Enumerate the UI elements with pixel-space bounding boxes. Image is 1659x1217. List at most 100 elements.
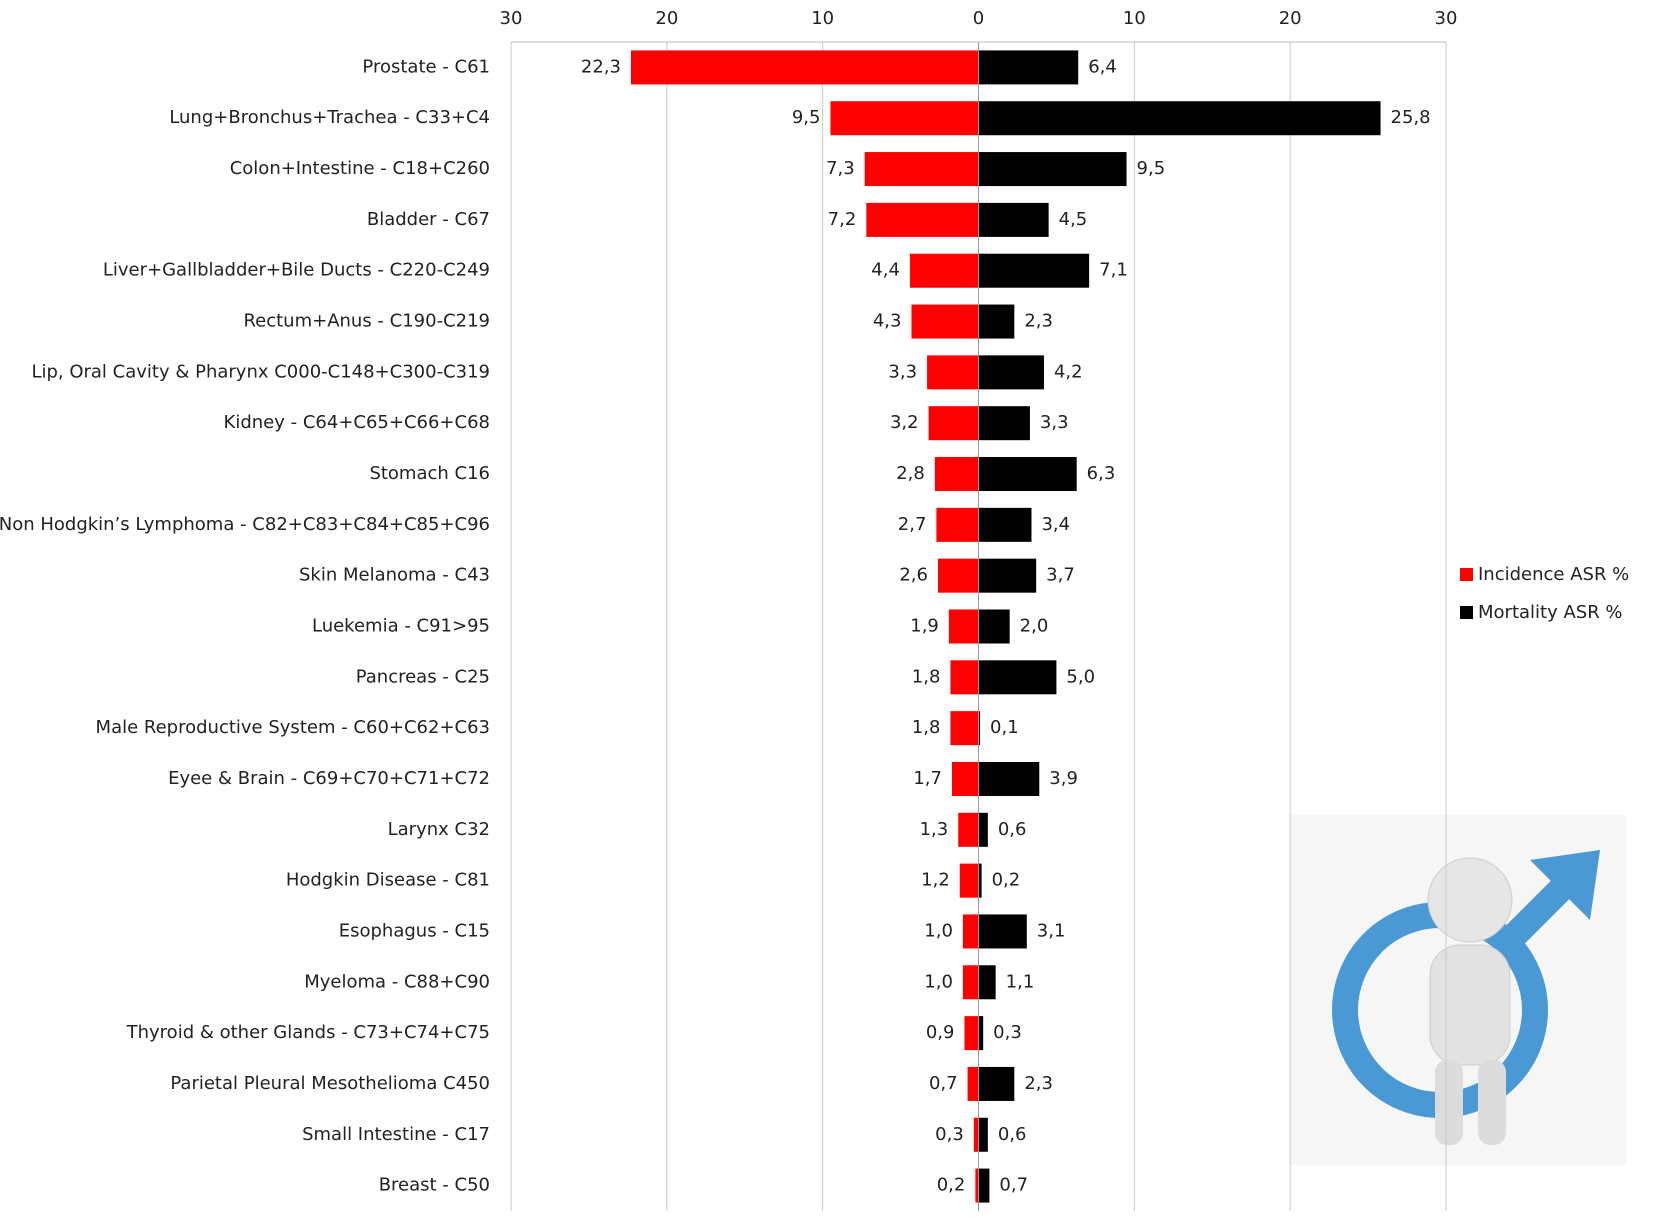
value-label: 3,1 (1037, 920, 1066, 941)
value-label: 3,3 (888, 361, 917, 382)
value-label: 3,7 (1046, 565, 1075, 586)
value-label: 2,0 (1020, 616, 1049, 637)
value-label: 3,4 (1041, 514, 1070, 535)
value-label: 4,5 (1059, 209, 1088, 230)
bar (630, 50, 979, 85)
category-label: Eyee & Brain - C69+C70+C71+C72 (168, 768, 490, 789)
value-label: 2,3 (1024, 311, 1053, 332)
bar (978, 202, 1049, 237)
x-tick-label: 10 (811, 8, 834, 29)
value-label: 0,6 (998, 819, 1027, 840)
bar (830, 101, 979, 136)
bar (978, 101, 1381, 136)
value-label: 4,3 (873, 311, 902, 332)
bar (950, 711, 979, 746)
category-label: Rectum+Anus - C190-C219 (243, 311, 490, 332)
figure-head (1427, 857, 1513, 943)
category-label: Lip, Oral Cavity & Pharynx C000-C148+C30… (31, 361, 490, 382)
category-label: Non Hodgkin’s Lymphoma - C82+C83+C84+C85… (0, 514, 490, 535)
bar (962, 914, 979, 949)
bar (959, 863, 979, 898)
value-label: 0,2 (937, 1175, 966, 1196)
bar (978, 50, 1079, 85)
value-label: 1,0 (924, 920, 953, 941)
value-label: 4,4 (871, 260, 900, 281)
value-label: 1,8 (912, 666, 941, 687)
value-label: 3,3 (1040, 412, 1069, 433)
category-label: Small Intestine - C17 (302, 1124, 490, 1145)
bar (975, 1168, 979, 1203)
category-label: Prostate - C61 (362, 56, 490, 77)
bar (936, 507, 979, 542)
category-label: Bladder - C67 (367, 209, 490, 230)
x-tick-label: 30 (1435, 8, 1458, 29)
value-label: 1,7 (913, 768, 942, 789)
category-label: Luekemia - C91>95 (312, 616, 490, 637)
category-label: Larynx C32 (388, 819, 490, 840)
legend-swatch (1460, 568, 1473, 581)
value-label: 2,8 (896, 463, 925, 484)
bar (934, 457, 979, 492)
bar (978, 253, 1090, 288)
bar (958, 812, 979, 847)
bar (978, 1016, 984, 1051)
bar (928, 406, 979, 441)
bar (937, 558, 979, 593)
bar (978, 304, 1015, 339)
value-label: 1,0 (924, 971, 953, 992)
male-symbol-arrow (1530, 850, 1600, 920)
value-label: 9,5 (792, 107, 821, 128)
legend-swatch (1460, 606, 1473, 619)
category-label: Esophagus - C15 (339, 920, 490, 941)
value-label: 0,2 (992, 870, 1021, 891)
bar (978, 152, 1127, 187)
category-label: Stomach C16 (369, 463, 490, 484)
value-label: 0,3 (993, 1022, 1022, 1043)
bar (950, 660, 979, 695)
category-label: Male Reproductive System - C60+C62+C63 (96, 717, 490, 738)
bar (962, 965, 979, 1000)
value-label: 0,6 (998, 1124, 1027, 1145)
category-label: Pancreas - C25 (356, 666, 490, 687)
value-label: 0,3 (935, 1124, 964, 1145)
value-label: 1,2 (921, 870, 950, 891)
bar (978, 863, 982, 898)
category-label: Skin Melanoma - C43 (299, 565, 490, 586)
bar (978, 406, 1030, 441)
x-tick-label: 20 (1279, 8, 1302, 29)
value-label: 7,3 (826, 158, 855, 179)
value-label: 0,7 (929, 1073, 958, 1094)
category-label: Liver+Gallbladder+Bile Ducts - C220-C249 (103, 260, 490, 281)
bar (964, 1016, 979, 1051)
legend-label: Incidence ASR % (1478, 564, 1629, 585)
category-label: Parietal Pleural Mesothelioma C450 (170, 1073, 490, 1094)
x-tick-label: 10 (1123, 8, 1146, 29)
category-label: Kidney - C64+C65+C66+C68 (224, 412, 490, 433)
bar (973, 1117, 979, 1152)
value-label: 0,9 (926, 1022, 955, 1043)
bar (978, 914, 1027, 949)
value-label: 3,9 (1049, 768, 1078, 789)
bar (967, 1066, 979, 1101)
x-tick-label: 30 (500, 8, 523, 29)
category-label: Myeloma - C88+C90 (304, 971, 490, 992)
category-label: Lung+Bronchus+Trachea - C33+C4 (169, 107, 490, 128)
figure-body (1429, 944, 1511, 1066)
value-label: 1,1 (1006, 971, 1035, 992)
bar (978, 711, 981, 746)
bar (978, 812, 988, 847)
bar (978, 1117, 988, 1152)
value-label: 3,2 (890, 412, 919, 433)
bar (978, 507, 1032, 542)
value-label: 22,3 (581, 56, 621, 77)
value-label: 5,0 (1066, 666, 1095, 687)
bar (927, 355, 979, 390)
figure-leg (1478, 1060, 1506, 1145)
value-label: 1,3 (920, 819, 949, 840)
value-label: 2,3 (1024, 1073, 1053, 1094)
value-label: 6,4 (1088, 56, 1117, 77)
value-label: 4,2 (1054, 361, 1083, 382)
illustration (1290, 815, 1626, 1165)
bar (978, 1168, 990, 1203)
value-label: 0,7 (999, 1175, 1028, 1196)
